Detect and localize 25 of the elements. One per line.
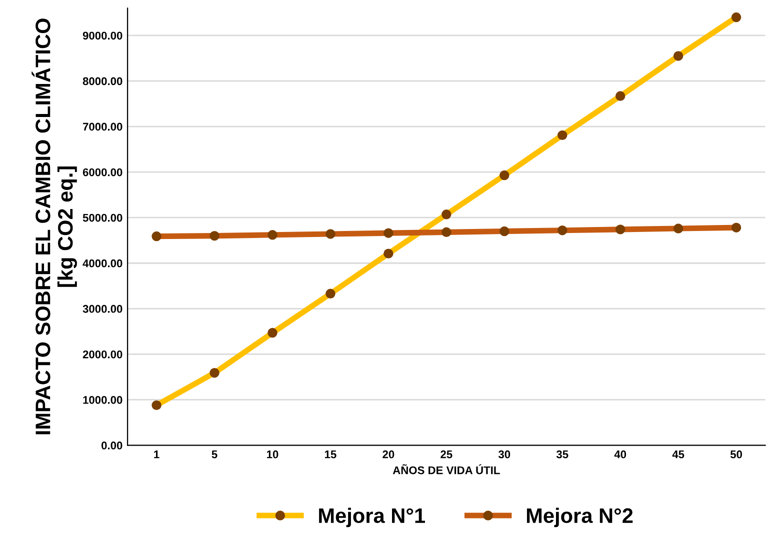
legend-label: Mejora N°1 — [319, 508, 425, 528]
y-tick-label: 7000.00 — [83, 122, 122, 131]
y-axis-title: IMPACTO SOBRE EL CAMBIO CLIMÁTICO [kg CO2 eq.] — [32, 18, 77, 434]
x-tick-label: 35 — [556, 450, 568, 458]
x-tick-label: 25 — [440, 450, 452, 458]
legend-label: Mejora N°2 — [526, 508, 633, 528]
x-tick-label: 45 — [672, 450, 684, 458]
x-tick-label: 40 — [614, 450, 626, 458]
y-tick-label: 9000.00 — [82, 32, 122, 40]
y-tick-label: 2000.00 — [82, 350, 122, 358]
x-tick-label: 30 — [498, 450, 510, 458]
y-tick-label: 8000.00 — [82, 77, 122, 86]
x-tick-label: 5 — [212, 450, 218, 458]
x-tick-label: 10 — [267, 450, 278, 458]
x-tick-label: 1 — [154, 450, 160, 458]
y-tick-label: 4000.00 — [82, 259, 122, 268]
y-tick-label: 1000.00 — [83, 396, 122, 404]
x-tick-label: 50 — [730, 450, 742, 458]
y-tick-label: 5000.00 — [82, 214, 122, 222]
x-tick-label: 15 — [324, 450, 336, 458]
x-axis-title: AÑOS DE VIDA ÚTIL — [392, 464, 500, 474]
x-tick-label: 20 — [382, 450, 394, 458]
y-tick-label: 0.00 — [102, 442, 122, 450]
y-tick-label: 3000.00 — [82, 304, 122, 313]
y-tick-label: 6000.00 — [82, 168, 122, 176]
